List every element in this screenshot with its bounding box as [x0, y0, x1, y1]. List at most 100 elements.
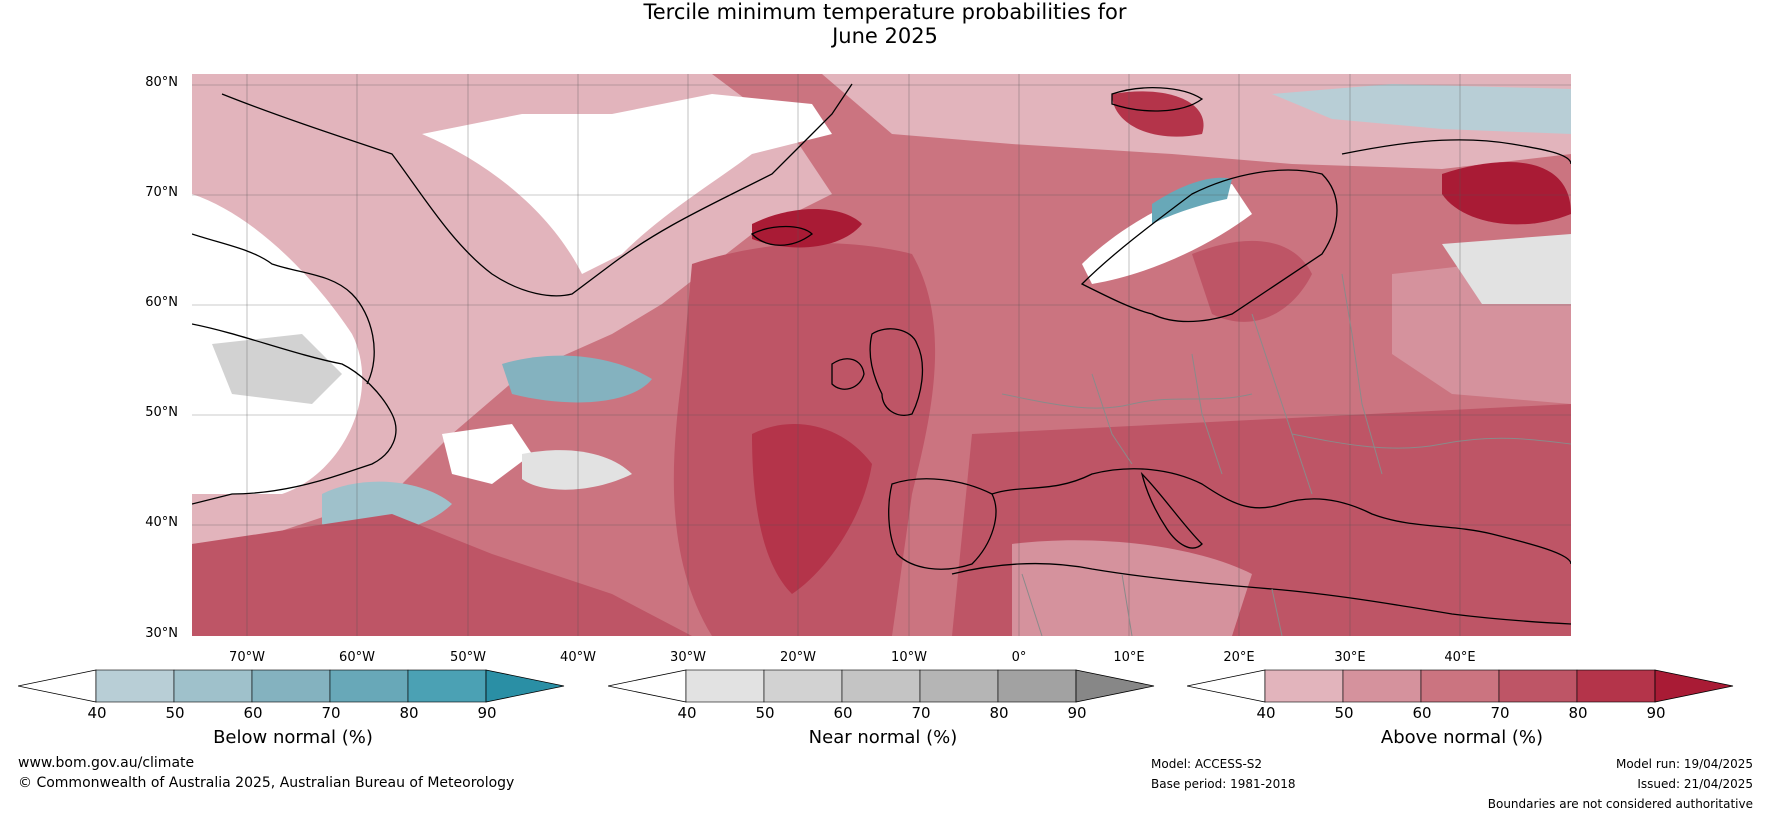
colorbar-segment-4	[919, 669, 999, 703]
lat-label-50: 50°N	[145, 405, 178, 420]
map-region-darkred-barents	[1112, 91, 1204, 137]
cb-near-title: Near normal (%)	[808, 727, 958, 748]
cb-above-tick-90: 90	[1646, 704, 1666, 722]
coastline-baffin	[192, 233, 375, 385]
coastline-svalbard	[1111, 87, 1204, 112]
colorbar-segment-1	[1264, 669, 1344, 703]
coastline-britain	[869, 328, 924, 416]
coastlines	[192, 83, 1571, 625]
colorbar-segment-2	[1342, 669, 1422, 703]
map-region-light-north-africa	[1012, 540, 1252, 636]
cb-above-tick-50: 50	[1334, 704, 1354, 722]
cb-near-tick-90: 90	[1067, 704, 1087, 722]
border-1	[1001, 393, 1253, 409]
cb-below-title: Below normal (%)	[213, 727, 373, 748]
coastline-labrador	[192, 323, 397, 505]
map-region-white-nova	[442, 424, 532, 484]
cb-near-tick-60: 60	[833, 704, 853, 722]
cb-below-tick-70: 70	[321, 704, 341, 722]
lon-label-30e: 30°E	[1334, 650, 1366, 665]
lon-label-10e: 10°E	[1113, 650, 1145, 665]
lat-label-70: 70°N	[145, 185, 178, 200]
lon-label-20e: 20°E	[1223, 650, 1255, 665]
title-line-1: Tercile minimum temperature probabilitie…	[643, 0, 1127, 24]
map-region-white-greenland	[422, 94, 832, 274]
colorbar-extend-high	[1075, 669, 1155, 703]
map-region-white-norway	[1082, 184, 1252, 284]
website-link[interactable]: www.bom.gov.au/climate	[18, 755, 195, 771]
probability-map	[192, 74, 1571, 636]
coastline-arctic-russia	[1341, 139, 1571, 165]
colorbar-segment-3	[251, 669, 331, 703]
map-region-blue-norway	[1152, 177, 1232, 224]
cb-below-tick-60: 60	[243, 704, 263, 722]
border-5	[1341, 273, 1383, 475]
map-region-grey-midatl	[522, 450, 632, 490]
map-region-grey-west	[212, 334, 342, 404]
colorbar-segment-1	[95, 669, 175, 703]
border-9	[1271, 588, 1283, 636]
disclaimer-text: Boundaries are not considered authoritat…	[1487, 797, 1753, 811]
border-2	[1091, 373, 1133, 465]
lon-label-40w: 40°W	[560, 650, 596, 665]
lon-label-60w: 60°W	[339, 650, 375, 665]
coastline-greenland	[221, 83, 853, 297]
colorbar-segment-2	[173, 669, 253, 703]
coastline-mediterranean	[991, 468, 1571, 565]
colorbar-segment-4	[329, 669, 409, 703]
coastline-italy	[1140, 471, 1203, 549]
colorbar-segment-5	[1576, 669, 1656, 703]
colorbar-segment-4	[1498, 669, 1578, 703]
border-4	[1251, 313, 1313, 495]
cb-near-tick-50: 50	[755, 704, 775, 722]
cb-below-tick-40: 40	[87, 704, 107, 722]
lon-label-70w: 70°W	[229, 650, 265, 665]
model-text: Model: ACCESS-S2	[1151, 757, 1263, 771]
coastline-north-africa	[951, 562, 1571, 625]
map-region-darkred-iceland	[752, 209, 862, 248]
cb-below-tick-80: 80	[399, 704, 419, 722]
map-region-darkred-central	[752, 424, 872, 594]
border-7	[1021, 573, 1043, 636]
cb-above-tick-70: 70	[1490, 704, 1510, 722]
colorbar-extend-high	[1654, 669, 1734, 703]
colorbar-above-normal	[1187, 669, 1734, 703]
coastline-scandinavia	[1080, 169, 1338, 323]
cb-below-tick-50: 50	[165, 704, 185, 722]
map-region-blue-atlantic	[502, 355, 652, 403]
cb-near-tick-80: 80	[989, 704, 1009, 722]
cb-above-tick-40: 40	[1256, 704, 1276, 722]
lon-label-40e: 40°E	[1444, 650, 1476, 665]
coastline-iberia	[888, 478, 997, 570]
map-region-darkred-northrussia	[1442, 162, 1571, 225]
map-svg	[192, 74, 1571, 636]
cb-above-title: Above normal (%)	[1380, 727, 1544, 748]
cb-above-tick-60: 60	[1412, 704, 1432, 722]
map-title: Tercile minimum temperature probabilitie…	[0, 0, 1770, 48]
border-3	[1191, 353, 1223, 475]
colorbar-segment-2	[763, 669, 843, 703]
map-region-red-scandinavia	[1192, 240, 1312, 322]
lat-label-80: 80°N	[145, 75, 178, 90]
lat-label-30: 30°N	[145, 626, 178, 641]
colorbar-extend-low	[608, 669, 687, 703]
coastline-ireland	[831, 358, 865, 390]
base-period-text: Base period: 1981-2018	[1151, 777, 1296, 791]
lon-label-30w: 30°W	[670, 650, 706, 665]
cb-near-tick-70: 70	[911, 704, 931, 722]
lon-label-20w: 20°W	[780, 650, 816, 665]
lon-label-10w: 10°W	[891, 650, 927, 665]
lat-label-60: 60°N	[145, 295, 178, 310]
map-region-blue-svalbard	[1272, 84, 1571, 134]
colorbar-segment-5	[997, 669, 1077, 703]
colorbar-below-normal	[18, 669, 565, 703]
colorbar-segment-1	[685, 669, 765, 703]
coastline-iceland	[750, 225, 813, 246]
border-6	[1291, 433, 1571, 449]
colorbar-near-normal	[608, 669, 1155, 703]
map-region-white-east	[1442, 234, 1571, 304]
colorbar-extend-high	[485, 669, 565, 703]
colorbar-extend-low	[1187, 669, 1266, 703]
border-8	[1121, 573, 1133, 636]
model-run-text: Model run: 19/04/2025	[1615, 757, 1753, 771]
